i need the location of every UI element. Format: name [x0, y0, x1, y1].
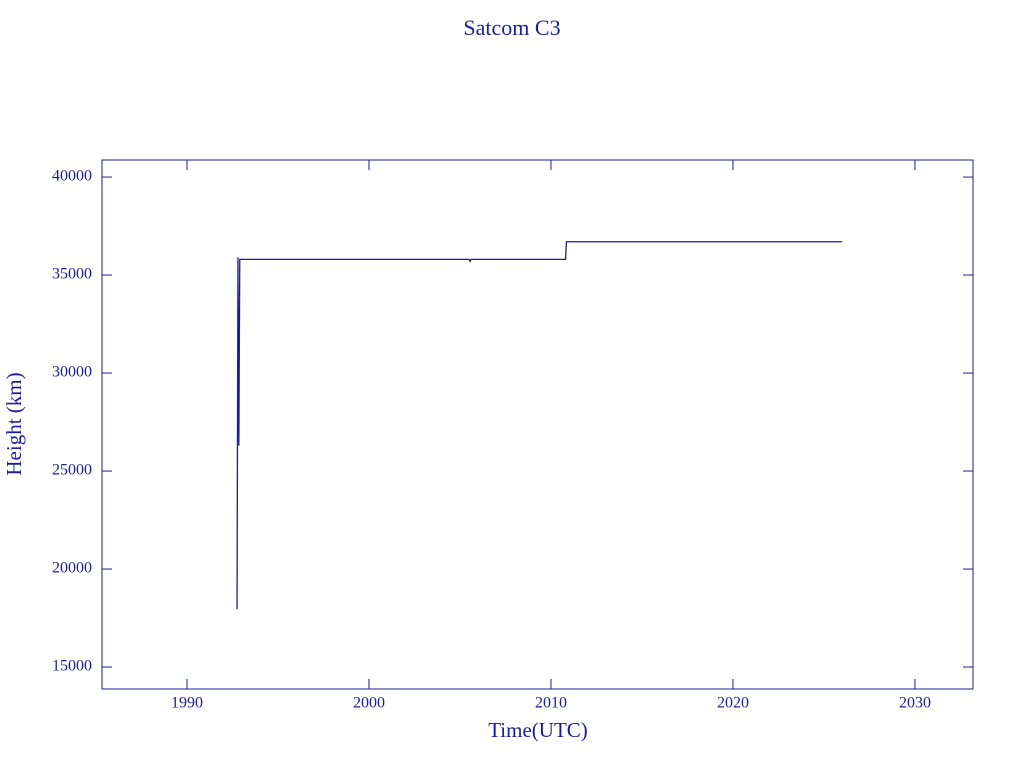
- y-tick-label: 30000: [52, 364, 92, 381]
- x-tick-label: 2010: [535, 695, 567, 712]
- y-tick-label: 20000: [52, 560, 92, 577]
- data-line: [236, 241, 843, 610]
- y-tick-label: 25000: [52, 462, 92, 479]
- x-tick-label: 1990: [171, 695, 203, 712]
- x-tick-label: 2020: [717, 695, 749, 712]
- y-tick-label: 35000: [52, 266, 92, 283]
- y-axis-label: Height (km): [2, 372, 26, 475]
- chart-title: Satcom C3: [463, 15, 560, 40]
- y-tick-label: 40000: [52, 168, 92, 185]
- y-tick-label: 15000: [52, 658, 92, 675]
- x-tick-label: 2000: [353, 695, 385, 712]
- x-tick-label: 2030: [899, 695, 931, 712]
- plot-frame: [101, 159, 974, 690]
- x-axis-label: Time(UTC): [488, 718, 588, 742]
